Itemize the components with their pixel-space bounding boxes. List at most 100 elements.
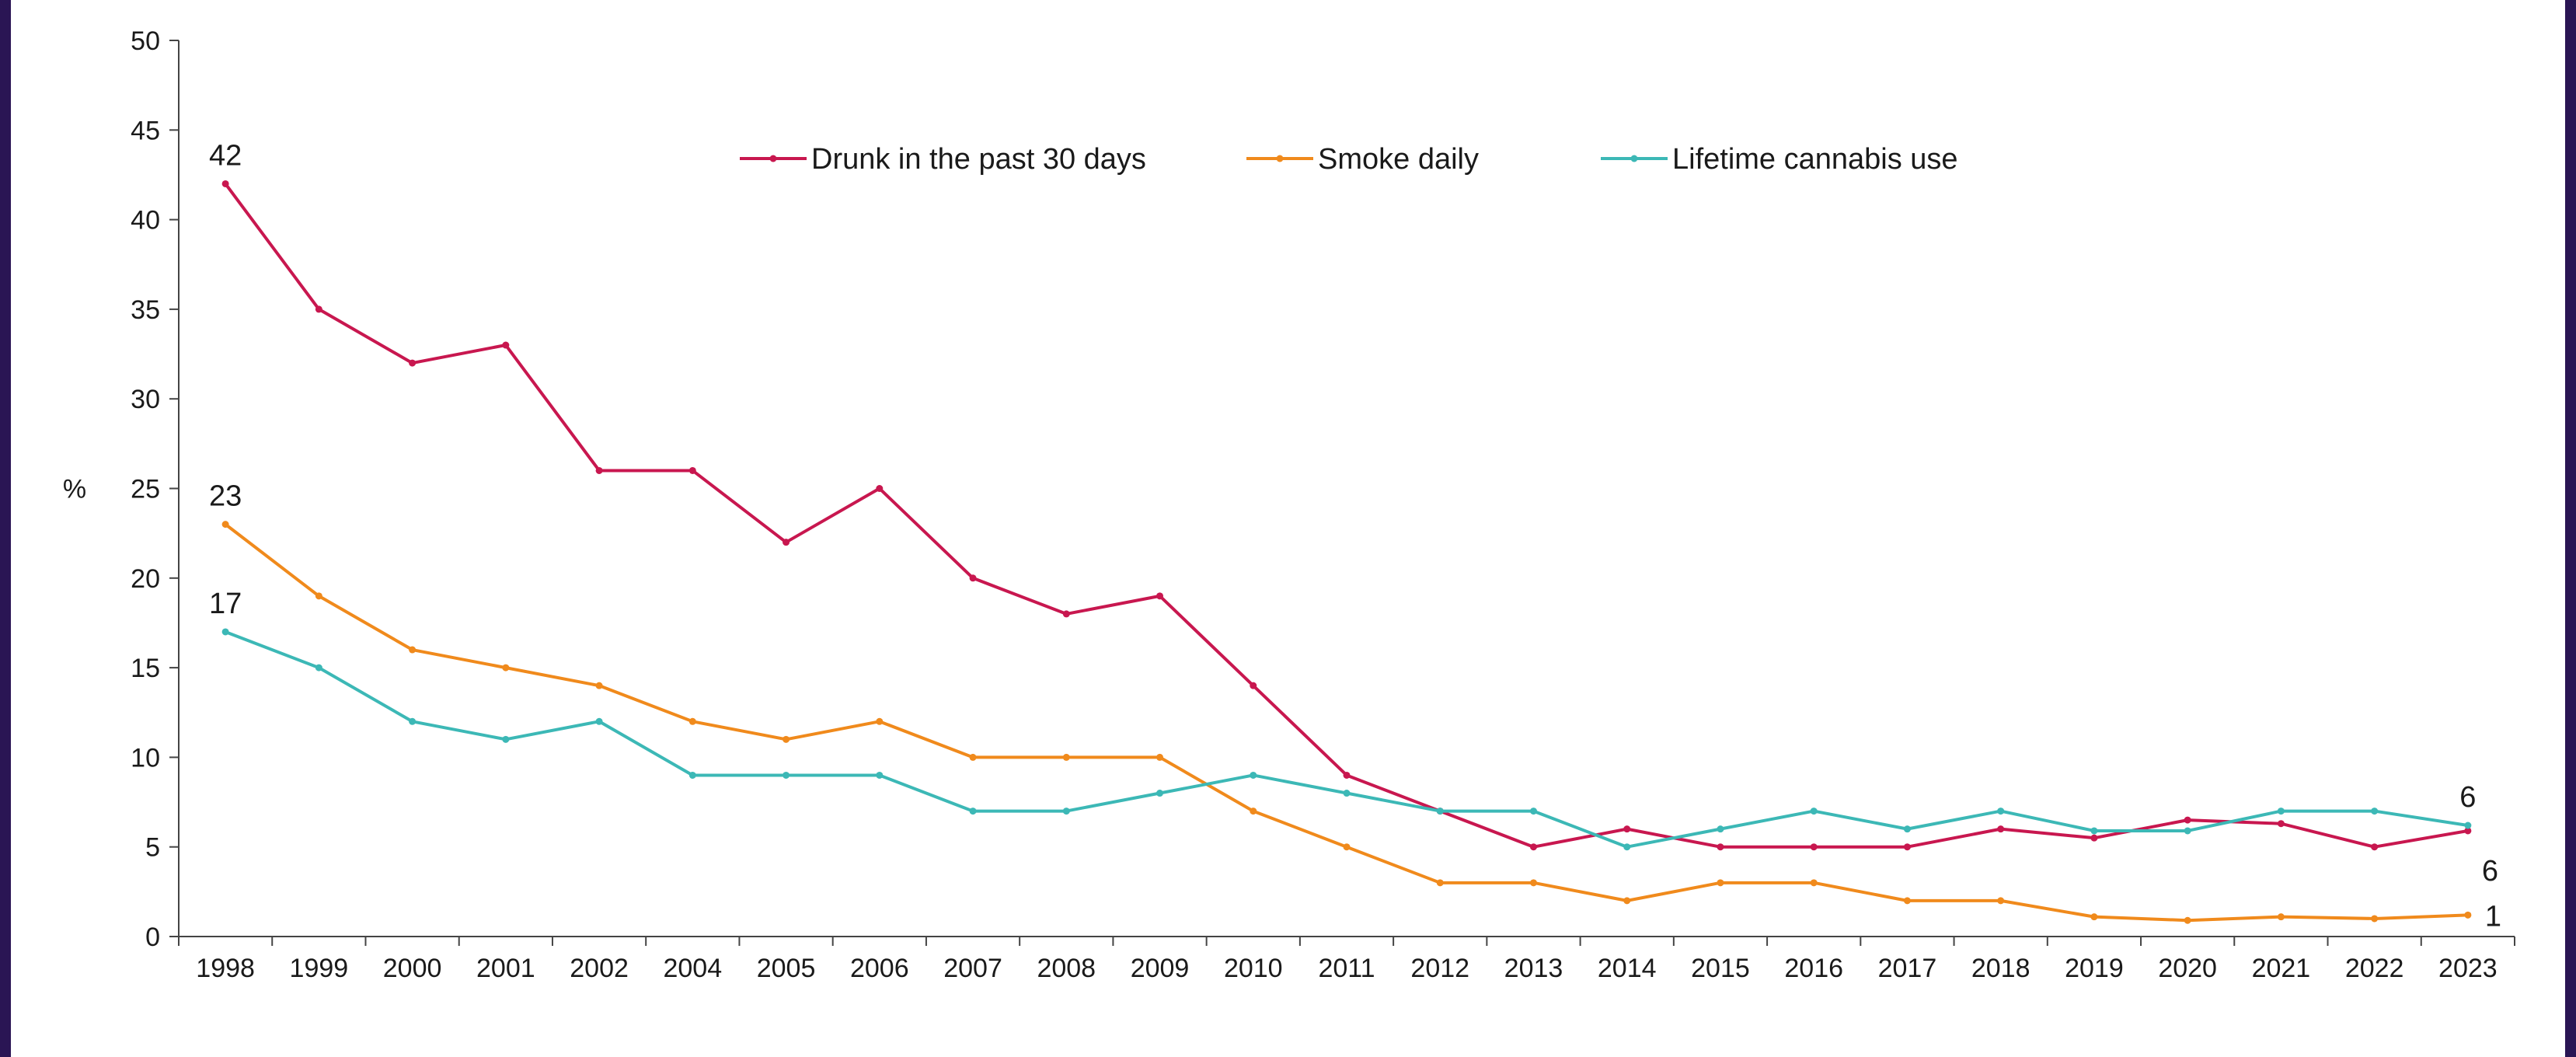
data-point — [2277, 820, 2285, 828]
data-point — [1997, 897, 2005, 905]
line-chart: 0 5 10 15 20 25 30 35 40 45 50 1998 1999 2000 2001 2002… — [63, 26, 2515, 983]
data-point — [2464, 827, 2472, 835]
data-point — [1529, 808, 1537, 815]
data-label: 23 — [209, 480, 242, 513]
y-tick-label: 0 — [145, 923, 160, 952]
data-point — [2277, 808, 2285, 815]
data-point — [688, 466, 696, 474]
data-point — [688, 717, 696, 725]
data-point — [2184, 816, 2191, 824]
data-point — [1810, 808, 1818, 815]
x-tick-label: 2001 — [476, 954, 535, 983]
data-point — [1436, 879, 1444, 887]
data-point — [1343, 771, 1351, 779]
data-point — [1156, 592, 1164, 600]
data-point — [1717, 825, 1724, 833]
data-point — [2090, 834, 2098, 842]
data-point — [1250, 682, 1257, 689]
data-point — [1623, 825, 1631, 833]
legend-label: Drunk in the past 30 days — [811, 143, 1146, 176]
x-tick-label: 2004 — [663, 954, 722, 983]
data-point — [502, 664, 510, 672]
data-label: 6 — [2459, 781, 2476, 814]
x-tick-label: 2010 — [1224, 954, 1283, 983]
data-point — [2184, 827, 2191, 835]
data-point — [876, 771, 884, 779]
data-point — [1997, 808, 2005, 815]
x-tick-label: 2012 — [1410, 954, 1469, 983]
y-axis-title: % — [63, 475, 86, 504]
data-point — [595, 717, 603, 725]
data-point — [876, 485, 884, 492]
y-tick-label: 20 — [131, 564, 160, 594]
x-tick-label: 2018 — [1971, 954, 2030, 983]
data-point — [2371, 843, 2379, 851]
data-point — [595, 682, 603, 689]
data-point — [1250, 771, 1257, 779]
data-labels: 42 23 17 6 6 1 — [209, 139, 2501, 933]
data-point — [1810, 843, 1818, 851]
y-tick-label: 40 — [131, 206, 160, 235]
data-point — [1903, 843, 1911, 851]
y-tick-label: 45 — [131, 116, 160, 145]
data-point — [2371, 915, 2379, 923]
data-point — [1810, 879, 1818, 887]
series-layer — [221, 180, 2472, 924]
data-point — [2464, 822, 2472, 829]
data-point — [1156, 790, 1164, 797]
x-tick-label: 2020 — [2158, 954, 2217, 983]
data-point — [783, 735, 790, 743]
y-tick-label: 10 — [131, 743, 160, 773]
data-label: 17 — [209, 588, 242, 620]
legend: Drunk in the past 30 days Smoke daily Life… — [740, 143, 1958, 176]
data-point — [2090, 913, 2098, 921]
x-tick-label: 2023 — [2438, 954, 2498, 983]
chart-frame: 0 5 10 15 20 25 30 35 40 45 50 1998 1999 2000 2001 2002… — [11, 0, 2565, 1057]
x-tick-label: 2019 — [2065, 954, 2124, 983]
legend-swatch-marker — [1276, 155, 1284, 162]
legend-swatch-marker — [1630, 155, 1638, 162]
data-point — [1997, 825, 2005, 833]
data-point — [595, 466, 603, 474]
data-point — [1717, 879, 1724, 887]
data-point — [969, 753, 977, 761]
x-tick-label: 2009 — [1131, 954, 1190, 983]
data-point — [502, 341, 510, 349]
data-point — [1529, 843, 1537, 851]
data-point — [221, 628, 229, 636]
data-point — [1062, 808, 1070, 815]
x-tick-label: 2006 — [850, 954, 909, 983]
data-point — [409, 359, 417, 367]
x-tick-label: 2016 — [1784, 954, 1843, 983]
legend-label: Lifetime cannabis use — [1672, 143, 1958, 176]
data-point — [1062, 753, 1070, 761]
data-point — [315, 305, 322, 313]
data-label: 6 — [2482, 855, 2498, 888]
x-tick-label: 2014 — [1598, 954, 1657, 983]
data-point — [1250, 808, 1257, 815]
x-tick-label: 2002 — [570, 954, 629, 983]
y-tick-label: 25 — [131, 475, 160, 504]
x-tick-label: 1999 — [290, 954, 349, 983]
legend-label: Smoke daily — [1318, 143, 1479, 176]
x-tick-label: 2021 — [2252, 954, 2311, 983]
x-tick-label: 2011 — [1318, 954, 1375, 983]
data-point — [783, 771, 790, 779]
data-point — [969, 574, 977, 582]
x-tick-label: 2008 — [1037, 954, 1096, 983]
data-point — [1436, 808, 1444, 815]
x-tick-label: 2015 — [1691, 954, 1750, 983]
data-label: 1 — [2485, 900, 2501, 933]
x-tick-label: 2007 — [943, 954, 1002, 983]
x-tick-label: 2017 — [1878, 954, 1937, 983]
data-point — [1623, 843, 1631, 851]
data-point — [2277, 913, 2285, 921]
data-point — [2184, 916, 2191, 924]
y-tick-label: 5 — [145, 833, 160, 863]
x-tick-label: 2013 — [1504, 954, 1563, 983]
data-point — [2371, 808, 2379, 815]
data-point — [1529, 879, 1537, 887]
data-point — [1623, 897, 1631, 905]
data-point — [1903, 897, 1911, 905]
data-point — [1156, 753, 1164, 761]
